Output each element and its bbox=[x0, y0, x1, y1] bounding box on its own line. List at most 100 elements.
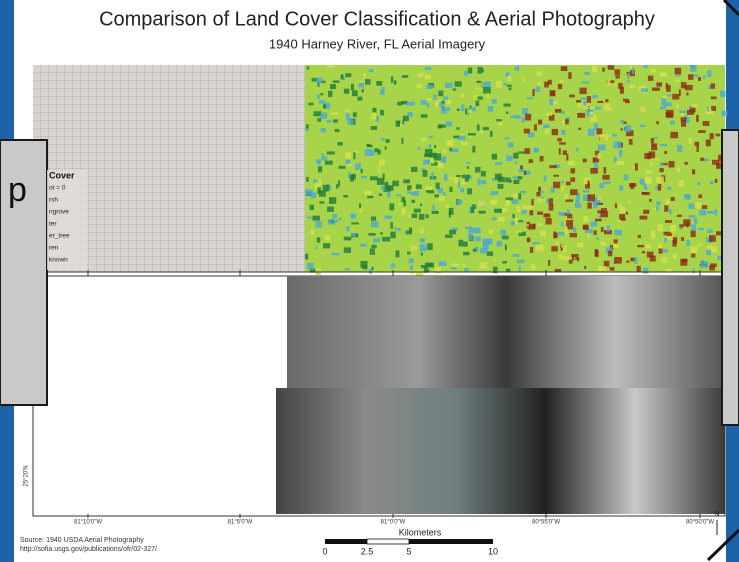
texture-cell bbox=[529, 206, 533, 211]
texture-cell bbox=[411, 246, 417, 250]
texture-cell bbox=[345, 152, 351, 158]
texture-cell bbox=[446, 122, 452, 127]
texture-cell bbox=[486, 239, 493, 245]
texture-cell bbox=[614, 157, 617, 162]
texture-cell bbox=[327, 151, 335, 154]
texture-cell bbox=[432, 205, 434, 210]
texture-cell bbox=[536, 87, 540, 92]
texture-cell bbox=[396, 121, 400, 127]
texture-cell bbox=[483, 127, 489, 130]
texture-cell bbox=[527, 97, 533, 99]
texture-cell bbox=[707, 229, 712, 233]
texture-cell bbox=[594, 162, 598, 169]
texture-cell bbox=[381, 138, 385, 141]
texture-cell bbox=[515, 67, 518, 71]
legend-item: ren bbox=[49, 245, 59, 252]
texture-cell bbox=[583, 225, 589, 230]
texture-cell bbox=[583, 216, 587, 222]
texture-cell bbox=[676, 74, 680, 76]
texture-cell bbox=[630, 85, 636, 89]
texture-cell bbox=[321, 128, 326, 132]
texture-cell bbox=[532, 89, 534, 96]
texture-cell bbox=[594, 230, 597, 235]
texture-cell bbox=[557, 232, 565, 236]
texture-cell bbox=[490, 200, 497, 205]
page: Comparison of Land Cover Classification … bbox=[0, 0, 739, 562]
longitude-label: 81°5'0"W bbox=[228, 520, 253, 526]
texture-cell bbox=[322, 81, 326, 83]
texture-cell bbox=[441, 157, 446, 164]
texture-cell bbox=[427, 159, 430, 163]
legend-item: er_tree bbox=[49, 233, 70, 240]
texture-cell bbox=[467, 166, 469, 168]
texture-cell bbox=[445, 83, 452, 88]
texture-cell bbox=[376, 81, 382, 86]
texture-cell bbox=[720, 91, 726, 97]
texture-cell bbox=[522, 117, 525, 123]
texture-cell bbox=[561, 222, 564, 226]
texture-cell bbox=[425, 67, 431, 70]
texture-cell bbox=[441, 108, 447, 114]
texture-cell bbox=[339, 166, 346, 169]
texture-cell bbox=[686, 117, 689, 123]
texture-cell bbox=[317, 95, 320, 99]
texture-cell bbox=[576, 100, 581, 103]
scale-segment bbox=[409, 539, 493, 544]
texture-cell bbox=[367, 145, 373, 148]
texture-cell bbox=[548, 260, 550, 266]
texture-cell bbox=[492, 178, 495, 181]
texture-cell bbox=[578, 243, 583, 248]
texture-cell bbox=[682, 259, 688, 262]
texture-cell bbox=[711, 83, 715, 88]
texture-cell bbox=[656, 206, 659, 211]
texture-cell bbox=[351, 233, 356, 237]
texture-cell bbox=[580, 98, 587, 100]
texture-cell bbox=[331, 112, 339, 115]
texture-cell bbox=[397, 228, 401, 231]
texture-cell bbox=[530, 247, 533, 253]
texture-cell bbox=[411, 191, 419, 196]
texture-cell bbox=[337, 142, 342, 146]
texture-cell bbox=[365, 149, 373, 156]
texture-cell bbox=[598, 145, 606, 151]
texture-cell bbox=[421, 114, 428, 117]
texture-cell bbox=[390, 222, 393, 228]
texture-cell bbox=[512, 199, 518, 203]
texture-cell bbox=[563, 150, 567, 155]
texture-cell bbox=[495, 218, 497, 220]
texture-cell bbox=[495, 174, 502, 181]
texture-cell bbox=[669, 161, 675, 167]
texture-cell bbox=[495, 162, 503, 165]
texture-cell bbox=[378, 166, 380, 173]
texture-cell bbox=[640, 125, 646, 127]
texture-cell bbox=[460, 188, 464, 192]
texture-cell bbox=[709, 235, 716, 242]
legend-title: Cover bbox=[49, 170, 75, 180]
texture-cell bbox=[419, 214, 424, 220]
texture-cell bbox=[674, 80, 680, 82]
texture-cell bbox=[540, 231, 546, 237]
texture-cell bbox=[578, 103, 581, 108]
texture-cell bbox=[341, 74, 344, 79]
texture-cell bbox=[575, 257, 579, 260]
texture-cell bbox=[597, 237, 599, 240]
texture-cell bbox=[598, 101, 604, 103]
texture-cell bbox=[614, 83, 616, 86]
texture-cell bbox=[634, 257, 637, 264]
texture-cell bbox=[615, 203, 617, 208]
texture-cell bbox=[339, 218, 342, 220]
texture-cell bbox=[690, 108, 696, 113]
texture-cell bbox=[616, 76, 620, 79]
texture-cell bbox=[490, 131, 493, 137]
legend-item: ngrove bbox=[49, 209, 69, 216]
texture-cell bbox=[587, 107, 595, 109]
texture-cell bbox=[588, 129, 595, 136]
texture-cell bbox=[679, 227, 682, 229]
texture-cell bbox=[473, 95, 477, 100]
latitude-label: 25°20'N bbox=[24, 465, 30, 486]
texture-cell bbox=[410, 265, 413, 270]
texture-cell bbox=[587, 203, 591, 209]
texture-cell bbox=[475, 167, 480, 173]
texture-cell bbox=[408, 112, 413, 117]
texture-cell bbox=[504, 104, 511, 107]
